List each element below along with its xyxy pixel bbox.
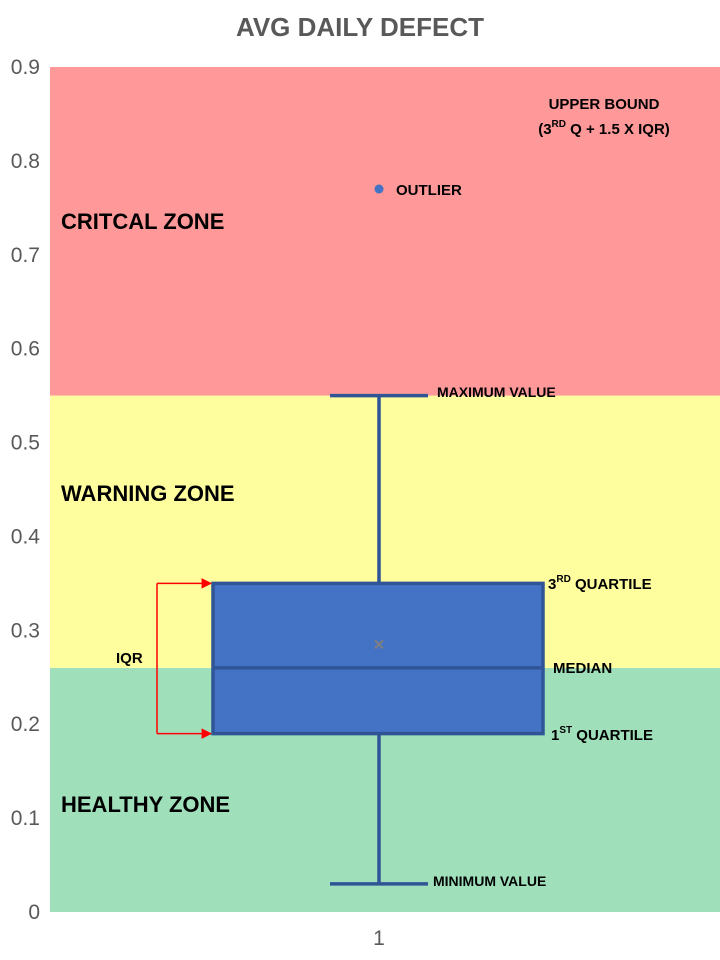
upper-bound-sup: RD [552,119,566,130]
y-tick-label-8: 0.8 [11,150,40,173]
q3-base: 3 [548,576,556,593]
outlier-label: OUTLIER [396,182,462,199]
zone-label-warning: WARNING ZONE [61,481,235,506]
upper-bound-label: UPPER BOUND [549,96,660,113]
zone-band-2 [50,67,720,396]
mean-marker-stroke-b [374,639,384,650]
q3-sup: RD [556,574,570,585]
x-tick-label-0: 1 [373,927,385,950]
upper-bound-formula: (3RD Q + 1.5 X IQR) [538,119,670,138]
y-tick-label-3: 0.3 [11,619,40,642]
upper-bound-open: (3 [538,121,551,138]
zone-label-healthy: HEALTHY ZONE [61,792,230,817]
q1-rest: QUARTILE [572,727,653,744]
iqr-label: IQR [116,650,143,667]
box-plot [156,184,545,886]
q3-rest: QUARTILE [571,576,652,593]
median-label: MEDIAN [553,660,612,677]
outlier-point-0 [374,184,384,194]
y-tick-label-7: 0.7 [11,244,40,267]
zone-label-critical: CRITCAL ZONE [61,209,224,234]
y-tick-label-4: 0.4 [11,525,41,548]
y-axis: 0 0.1 0.2 0.3 0.4 0.5 0.6 0.7 0.8 0.9 1 [11,56,385,950]
maximum-value-label: MAXIMUM VALUE [437,384,556,400]
chart-title: AVG DAILY DEFECT [236,12,484,42]
q1-base: 1 [551,727,559,744]
iqr-box [211,581,545,736]
y-tick-label-0: 0 [28,901,40,924]
minimum-value-label: MINIMUM VALUE [433,873,546,889]
y-tick-label-2: 0.2 [11,713,40,736]
mean-marker [374,639,384,650]
y-tick-label-6: 0.6 [11,338,40,361]
q1-label: 1ST QUARTILE [551,725,653,744]
y-tick-label-5: 0.5 [11,432,40,455]
y-tick-label-1: 0.1 [11,807,40,830]
q3-label: 3RD QUARTILE [548,574,652,593]
q1-sup: ST [559,725,572,736]
y-tick-label-9: 0.9 [11,56,40,79]
upper-bound-rest: Q + 1.5 X IQR) [566,121,670,138]
